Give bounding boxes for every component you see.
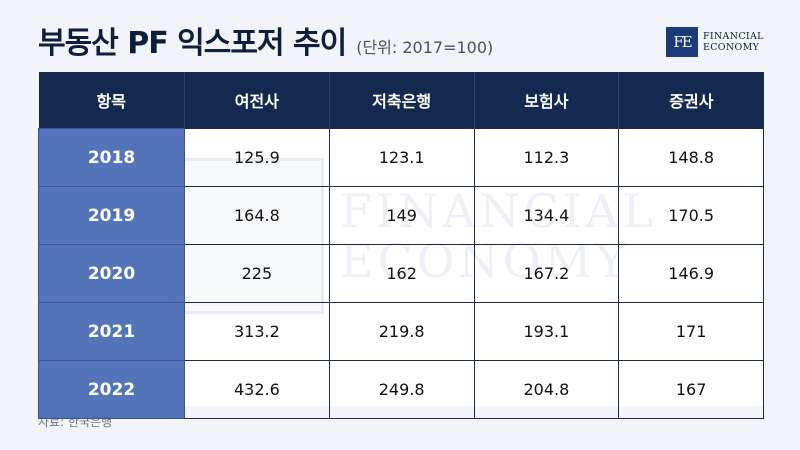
table-cell: 148.8 [618,128,764,187]
title-row: 부동산 PF 익스포저 추이 (단위: 2017=100) [38,18,493,62]
table-cell: 219.8 [328,302,475,361]
table-cell: 170.5 [618,186,764,245]
table-cell: 432.6 [184,360,330,419]
data-table-container: 항목 여전사 저축은행 보험사 증권사 2018 125.9 123.1 112… [38,72,764,419]
row-year: 2022 [38,360,185,419]
logo-text: FINANCIAL ECONOMY [703,31,764,53]
source-note: 자료: 한국은행 [38,415,113,429]
table-cell: 164.8 [184,186,330,245]
row-year: 2018 [38,128,185,187]
table-header-row: 항목 여전사 저축은행 보험사 증권사 [38,72,764,129]
table-cell: 313.2 [184,302,330,361]
table-row: 2019 164.8 149 134.4 170.5 [38,186,764,245]
row-year: 2020 [38,244,185,303]
header-credit-finance: 여전사 [184,72,330,129]
logo-line-1: FINANCIAL [703,31,764,42]
header-savings-bank: 저축은행 [329,72,475,129]
logo-icon: FE [666,27,698,57]
header-securities: 증권사 [618,72,764,129]
table-cell: 171 [618,302,764,361]
page-title: 부동산 PF 익스포저 추이 [38,26,347,61]
data-table: 항목 여전사 저축은행 보험사 증권사 2018 125.9 123.1 112… [38,72,764,419]
table-cell: 167.2 [473,244,620,303]
header-insurance: 보험사 [474,72,620,129]
table-row: 2020 225 162 167.2 146.9 [38,244,764,303]
table-cell: 249.8 [328,360,475,419]
row-year: 2021 [38,302,185,361]
table-cell: 204.8 [473,360,620,419]
table-cell: 112.3 [473,128,620,187]
brand-logo: FE FINANCIAL ECONOMY [666,27,764,57]
logo-line-2: ECONOMY [703,42,760,53]
table-row: 2018 125.9 123.1 112.3 148.8 [38,128,764,187]
table-cell: 146.9 [618,244,764,303]
table-cell: 167 [618,360,764,419]
table-row: 2022 432.6 249.8 204.8 167 [38,360,764,419]
unit-label: (단위: 2017=100) [356,38,494,57]
table-cell: 149 [328,186,475,245]
row-year: 2019 [38,186,185,245]
table-cell: 134.4 [473,186,620,245]
header-item: 항목 [38,72,185,129]
table-cell: 225 [184,244,330,303]
table-cell: 123.1 [328,128,475,187]
table-cell: 162 [328,244,475,303]
table-cell: 193.1 [473,302,620,361]
table-cell: 125.9 [184,128,330,187]
table-row: 2021 313.2 219.8 193.1 171 [38,302,764,361]
